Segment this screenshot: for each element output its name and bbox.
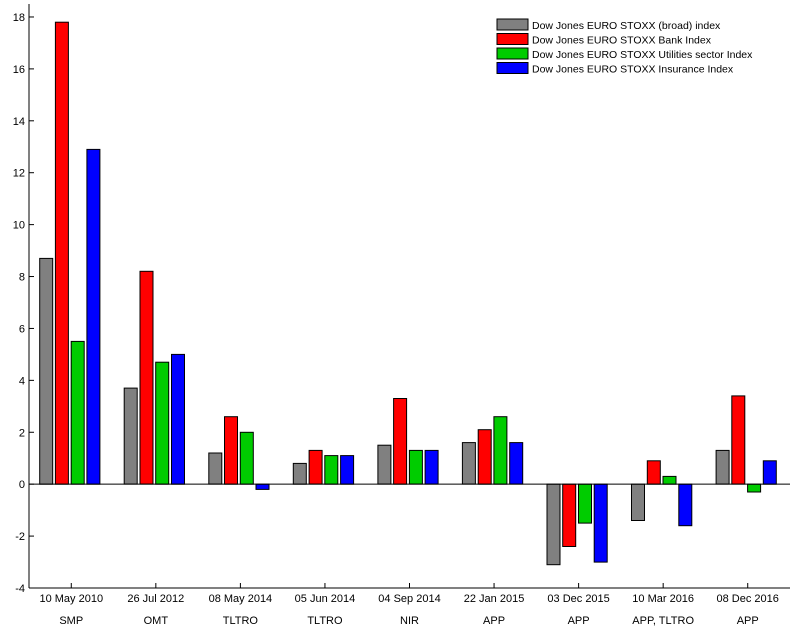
y-tick-label-0: -4 bbox=[15, 583, 25, 595]
legend-swatch-2 bbox=[496, 33, 529, 45]
bar-1-4 bbox=[292, 462, 307, 485]
axes-layer: -4 -2 0 2 4 6 8 10 12 14 16 18 10 May 2010 SMP 26 Jul … bbox=[13, 4, 790, 627]
bar-3-1 bbox=[70, 340, 85, 485]
legend-swatch-1 bbox=[496, 18, 529, 31]
x-tick-label-5: 22 Jan 2015 bbox=[464, 593, 525, 605]
bar-4-3 bbox=[255, 483, 270, 490]
bar-2-8 bbox=[646, 460, 661, 485]
legend-label-2: Dow Jones EURO STOXX Bank Index bbox=[532, 35, 712, 47]
x-tick-label-7: 10 Mar 2016 bbox=[632, 593, 694, 605]
bar-4-4 bbox=[340, 455, 355, 485]
bar-1-2 bbox=[123, 387, 138, 485]
bar-4-9 bbox=[762, 460, 777, 485]
bar-2-6 bbox=[477, 429, 492, 485]
x-category-label-3: TLTRO bbox=[307, 615, 343, 627]
y-tick-label-11: 18 bbox=[13, 12, 25, 24]
legend-label-4: Dow Jones EURO STOXX Insurance Index bbox=[532, 64, 734, 76]
bar-2-3 bbox=[224, 416, 238, 485]
bar-1-5 bbox=[377, 444, 392, 485]
y-tick-label-6: 8 bbox=[19, 272, 25, 284]
bar-1-9 bbox=[715, 449, 730, 485]
legend-label-1: Dow Jones EURO STOXX (broad) index bbox=[532, 20, 721, 32]
bar-2-4 bbox=[308, 449, 323, 485]
y-tick-label-2: 0 bbox=[19, 479, 25, 491]
bar-4-6 bbox=[509, 442, 524, 485]
y-tick-label-3: 2 bbox=[19, 427, 25, 439]
y-tick-label-10: 16 bbox=[13, 64, 25, 76]
bar-1-7 bbox=[546, 483, 561, 566]
legend: Dow Jones EURO STOXX (broad) index Dow Jo… bbox=[496, 18, 753, 76]
legend-label-3: Dow Jones EURO STOXX Utilities sector In… bbox=[532, 49, 753, 61]
bar-4-5 bbox=[424, 449, 439, 485]
y-tick-label-9: 14 bbox=[13, 116, 25, 128]
bar-2-5 bbox=[393, 398, 408, 485]
bar-4-1 bbox=[86, 148, 101, 485]
x-tick-label-6: 03 Dec 2015 bbox=[547, 593, 609, 605]
bar-2-7 bbox=[562, 483, 577, 548]
bar-4-7 bbox=[593, 483, 608, 563]
x-category-label-8: APP bbox=[737, 615, 759, 627]
x-category-label-4: NIR bbox=[400, 615, 419, 627]
x-category-label-1: OMT bbox=[144, 615, 169, 627]
y-tick-label-1: -2 bbox=[15, 531, 25, 543]
x-category-label-0: SMP bbox=[59, 615, 83, 627]
bar-2-9 bbox=[731, 395, 746, 485]
x-tick-label-3: 05 Jun 2014 bbox=[295, 593, 356, 605]
bar-2-2 bbox=[139, 270, 154, 485]
x-category-label-5: APP bbox=[483, 615, 505, 627]
bar-3-5 bbox=[408, 449, 423, 485]
bar-3-3 bbox=[239, 431, 254, 485]
bar-1-3 bbox=[208, 452, 223, 485]
y-tick-label-7: 10 bbox=[13, 220, 25, 232]
y-tick-label-4: 4 bbox=[19, 375, 25, 387]
bar-1-1 bbox=[39, 257, 54, 485]
x-tick-label-2: 08 May 2014 bbox=[209, 593, 273, 605]
bar-4-8 bbox=[678, 483, 693, 527]
y-tick-label-8: 12 bbox=[13, 168, 25, 180]
y-tick-label-5: 6 bbox=[19, 323, 25, 335]
legend-swatch-3 bbox=[496, 47, 529, 60]
x-tick-label-0: 10 May 2010 bbox=[39, 593, 103, 605]
bar-1-8 bbox=[631, 483, 645, 522]
bar-3-4 bbox=[324, 455, 339, 485]
bar-4-2 bbox=[171, 353, 185, 485]
bar-3-7 bbox=[578, 483, 592, 524]
bars-layer bbox=[39, 21, 777, 566]
legend-swatch-4 bbox=[496, 62, 529, 74]
x-category-label-6: APP bbox=[568, 615, 590, 627]
bar-3-6 bbox=[493, 416, 508, 485]
bar-3-8 bbox=[662, 475, 677, 485]
bar-2-1 bbox=[54, 21, 69, 485]
x-category-label-2: TLTRO bbox=[223, 615, 259, 627]
x-category-label-7: APP, TLTRO bbox=[632, 615, 694, 627]
x-tick-label-4: 04 Sep 2014 bbox=[378, 593, 440, 605]
x-tick-label-8: 08 Dec 2016 bbox=[717, 593, 779, 605]
bar-1-6 bbox=[461, 442, 476, 485]
bar-3-2 bbox=[155, 361, 170, 485]
bar-3-9 bbox=[747, 483, 762, 493]
x-tick-label-1: 26 Jul 2012 bbox=[127, 593, 184, 605]
